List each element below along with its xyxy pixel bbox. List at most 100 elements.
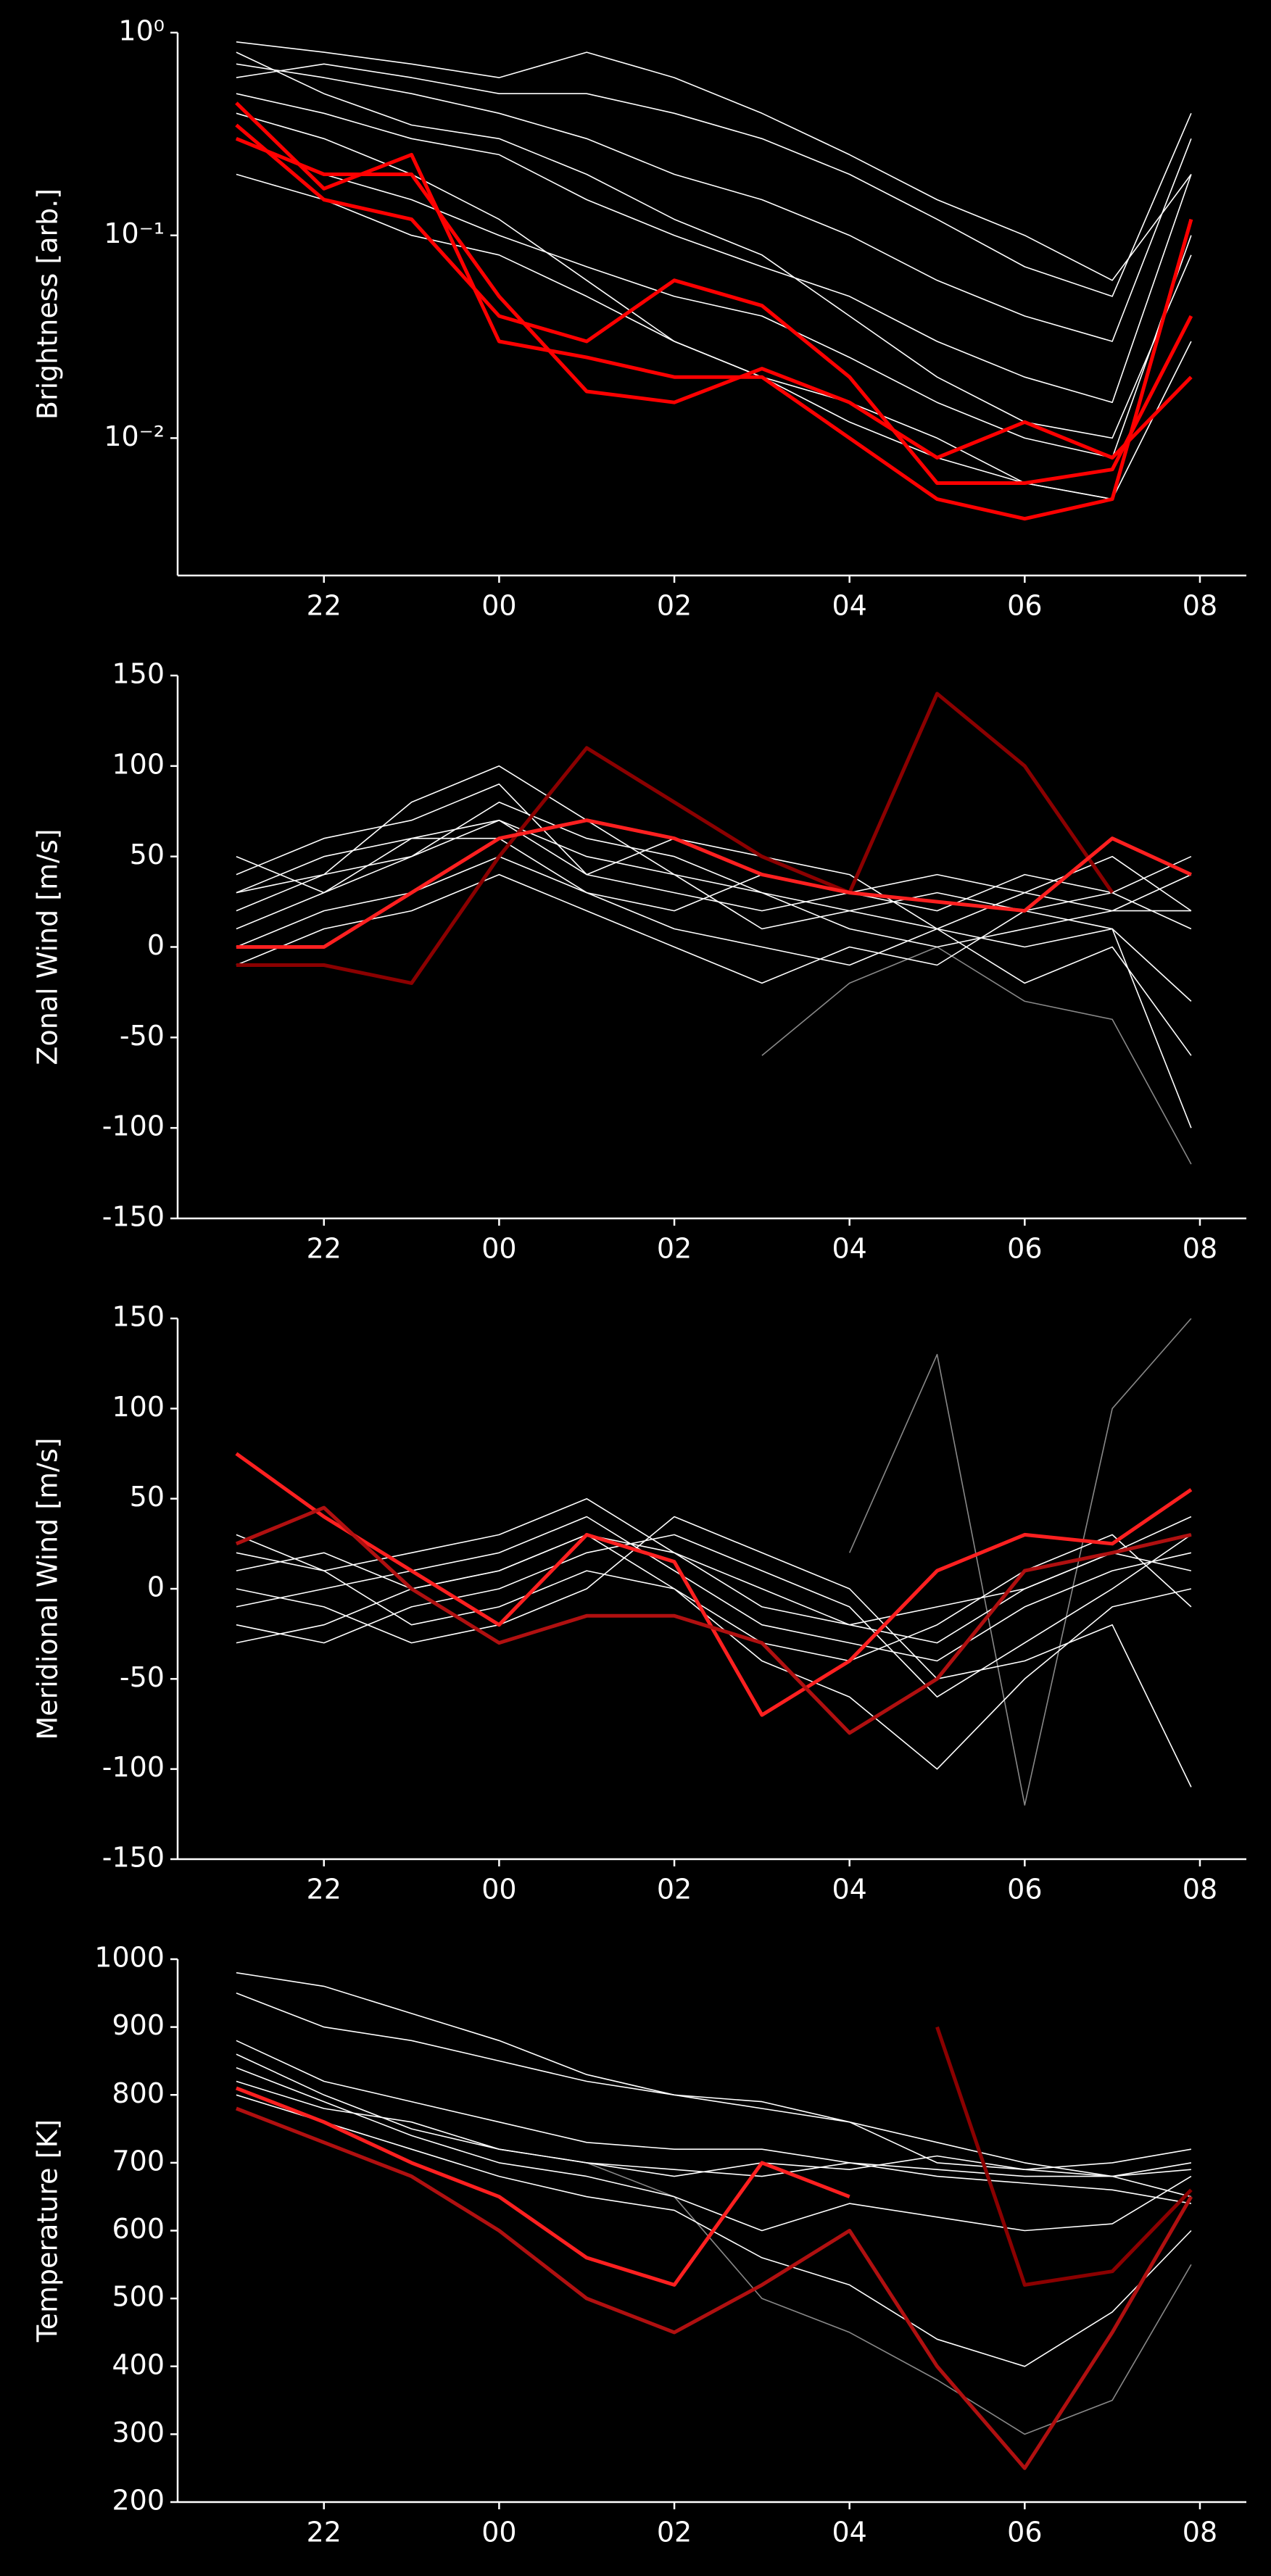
y-tick-label: 700 (112, 2145, 165, 2177)
lines (235, 1972, 1193, 2470)
x-tick-label: 02 (657, 1233, 692, 1265)
y-tick-label: 50 (130, 839, 165, 871)
series-line (236, 873, 1192, 1129)
y-tick-label: 200 (112, 2485, 165, 2517)
series-line (236, 1534, 1192, 1770)
y-tick-label: 100 (112, 1391, 165, 1423)
series-line (236, 1534, 1192, 1698)
y-tick-label: 600 (112, 2213, 165, 2245)
series-line (236, 1993, 1192, 2198)
y-axis-label: Brightness [arb.] (32, 188, 64, 420)
lines (235, 41, 1193, 521)
x-tick-label: 08 (1183, 590, 1217, 622)
x-tick-label: 02 (657, 590, 692, 622)
x-tick-label: 02 (657, 2517, 692, 2548)
series-line (236, 51, 1192, 439)
y-tick-label: -100 (102, 1110, 165, 1142)
y-tick-label: 10⁻¹ (104, 217, 165, 249)
series-line (236, 1972, 1191, 2177)
y-tick-label: 1000 (94, 1942, 165, 1974)
y-axis-label: Meridional Wind [m/s] (32, 1437, 64, 1740)
series-line (236, 138, 1192, 459)
series-line (236, 765, 1192, 1056)
series-line (235, 2106, 1193, 2470)
series-line (236, 802, 1191, 948)
x-tick-label: 22 (307, 1874, 341, 1906)
series-line (236, 112, 1192, 500)
y-tick-label: -50 (120, 1020, 165, 1052)
x-tick-label: 06 (1007, 1874, 1042, 1906)
series-line (235, 123, 1193, 485)
series-line (235, 101, 1193, 521)
series-line (236, 173, 1113, 500)
x-tick-label: 22 (307, 2517, 341, 2548)
series-line (236, 41, 1192, 281)
series-line (236, 1516, 1192, 1787)
series-line (235, 2086, 850, 2287)
y-axis-label: Temperature [K] (32, 2119, 64, 2343)
x-tick-label: 00 (481, 590, 516, 622)
panel: -150 -100 -50 0 50 100 150 22 00 02 04 06 08 Meridion… (32, 1301, 1246, 1906)
y-tick-label: 900 (112, 2009, 165, 2041)
panel: 10⁻² 10⁻¹ 10⁰ 22 00 02 04 06 08 Brightness [arb.] (32, 15, 1246, 622)
series-line (761, 946, 1192, 1165)
y-tick-label: 50 (130, 1481, 165, 1513)
x-tick-label: 04 (832, 1233, 867, 1265)
x-tick-label: 00 (481, 1233, 516, 1265)
series-line (236, 1534, 1192, 1662)
lines (236, 691, 1192, 1165)
series-line (236, 837, 1192, 912)
x-tick-label: 22 (307, 590, 341, 622)
series-line (236, 855, 1192, 1002)
series-line (236, 63, 1192, 297)
y-tick-label: 0 (147, 1571, 165, 1603)
y-tick-label: 0 (147, 929, 165, 961)
series-line (236, 691, 1114, 985)
x-tick-label: 08 (1183, 1233, 1217, 1265)
y-tick-label: -100 (102, 1751, 165, 1783)
y-tick-label: 800 (112, 2077, 165, 2109)
x-tick-label: 06 (1007, 2517, 1042, 2548)
x-tick-label: 04 (832, 2517, 867, 2548)
series-line (848, 1318, 1192, 1806)
series-line (235, 136, 1193, 460)
panel: 200 300 400 500 600 700 800 900 1000 22 00 02 04 06 08… (32, 1942, 1246, 2548)
x-tick-label: 00 (481, 1874, 516, 1906)
y-tick-label: 150 (112, 658, 165, 690)
x-tick-label: 04 (832, 590, 867, 622)
series-line (586, 2162, 1192, 2435)
y-tick-label: 10⁻² (104, 420, 165, 452)
y-tick-label: 300 (112, 2417, 165, 2448)
x-tick-label: 08 (1183, 2517, 1217, 2548)
lines (235, 1318, 1193, 1806)
series-line (235, 1505, 1192, 1735)
y-tick-label: -150 (102, 1842, 165, 1874)
series-line (236, 1497, 1192, 1626)
y-tick-label: 100 (112, 748, 165, 780)
panel: -150 -100 -50 0 50 100 150 22 00 02 04 06 08 Zonal Wi… (32, 658, 1246, 1265)
y-axis-label: Zonal Wind [m/s] (32, 828, 64, 1065)
x-tick-label: 06 (1007, 590, 1042, 622)
series-line (935, 2026, 1193, 2287)
x-tick-label: 22 (307, 1233, 341, 1265)
series-line (236, 63, 1192, 342)
x-tick-label: 00 (481, 2517, 516, 2548)
series-line (236, 818, 1192, 949)
y-tick-label: 500 (112, 2281, 165, 2313)
y-tick-label: -150 (102, 1201, 165, 1233)
series-line (236, 93, 1192, 403)
series-line (236, 2080, 1192, 2204)
series-line (235, 1452, 1193, 1717)
series-line (236, 2040, 1192, 2177)
y-tick-label: 10⁰ (118, 15, 165, 47)
y-tick-label: -50 (120, 1661, 165, 1693)
y-tick-label: 150 (112, 1301, 165, 1333)
series-line (236, 2067, 1192, 2232)
series-line (236, 2094, 1192, 2367)
series-line (236, 819, 1192, 930)
series-line (236, 2053, 1192, 2177)
x-tick-label: 08 (1183, 1874, 1217, 1906)
series-line (236, 819, 1192, 930)
